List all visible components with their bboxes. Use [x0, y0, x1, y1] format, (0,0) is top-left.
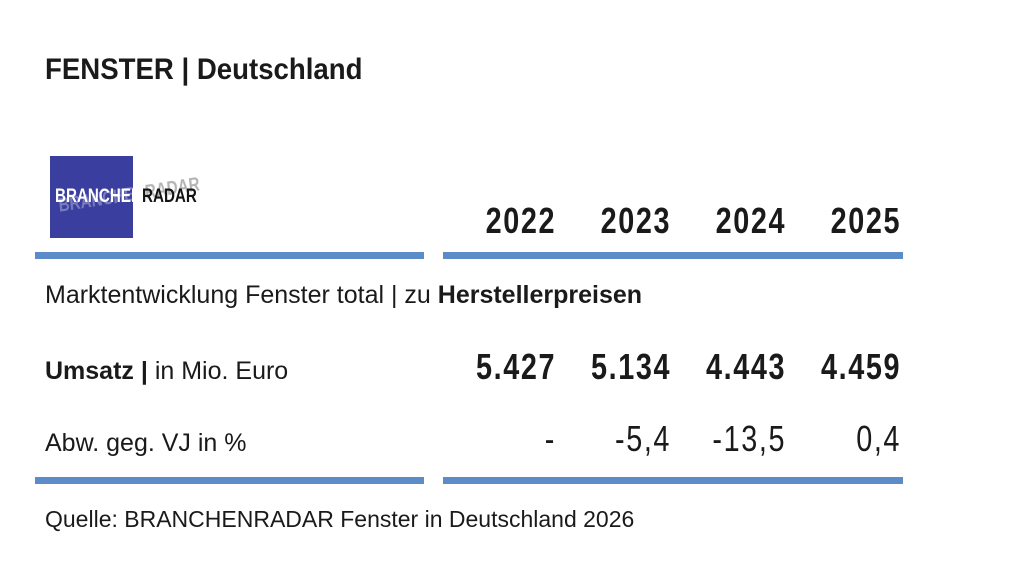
- divider-top-right: [443, 252, 903, 259]
- divider-bottom-right: [443, 477, 903, 484]
- section-heading-bold: Herstellerpreisen: [437, 281, 643, 309]
- divider-top-left: [35, 252, 424, 259]
- umsatz-value-2022: 5.427: [475, 346, 556, 387]
- row-label-umsatz: Umsatz | in Mio. Euro: [45, 357, 289, 385]
- abw-value-2024: -13,5: [712, 418, 786, 459]
- divider-bottom-left: [35, 477, 424, 484]
- logo-wordmark-main: BRANCHENRADAR: [55, 186, 197, 207]
- abw-value-2022: -: [544, 418, 556, 459]
- year-column-2025: 2025: [830, 200, 901, 241]
- row-label-abweichung: Abw. geg. VJ in %: [45, 429, 247, 457]
- table-row-abweichung: Abw. geg. VJ in % - -5,4 -13,5 0,4: [45, 418, 901, 460]
- year-column-2023: 2023: [600, 200, 671, 241]
- table-row-umsatz: Umsatz | in Mio. Euro 5.427 5.134 4.443 …: [45, 346, 901, 388]
- logo-text-branchen: BRANCHEN: [55, 186, 142, 207]
- abw-value-2025: 0,4: [856, 418, 901, 459]
- year-column-2024: 2024: [715, 200, 786, 241]
- umsatz-value-2023: 5.134: [590, 346, 671, 387]
- logo-text-radar: RADAR: [141, 186, 197, 207]
- source-note: Quelle: BRANCHENRADAR Fenster in Deutsch…: [45, 506, 635, 532]
- section-heading-regular: Marktentwicklung Fenster total | zu: [45, 281, 438, 309]
- branchenradar-logo: BRANCHENRADAR BRANCHENRADAR: [50, 156, 201, 238]
- page-title: FENSTER | Deutschland: [45, 53, 363, 86]
- year-column-2022: 2022: [485, 200, 556, 241]
- logo-wordmark: BRANCHENRADAR BRANCHENRADAR: [55, 174, 201, 216]
- abw-value-2023: -5,4: [614, 418, 671, 459]
- umsatz-value-2025: 4.459: [820, 346, 901, 387]
- table-header-years: 2022 2023 2024 2025: [45, 200, 901, 242]
- section-heading: Marktentwicklung Fenster total | zu Hers…: [45, 281, 642, 310]
- umsatz-value-2024: 4.443: [705, 346, 786, 387]
